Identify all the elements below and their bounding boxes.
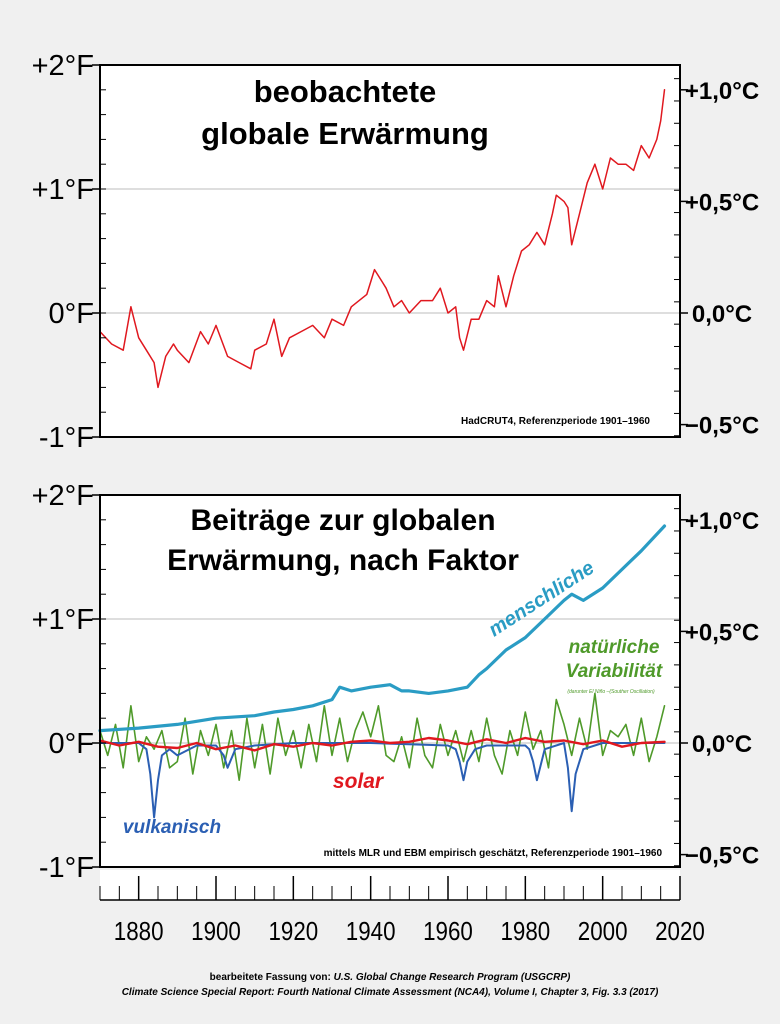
contributions-title-line2: Erwärmung, nach Faktor: [167, 544, 519, 577]
contributions-right-tick-label: +0,5°C: [685, 619, 759, 646]
credit-prefix: bearbeitete Fassung von:: [209, 972, 334, 983]
contributions-left-axis-labels: +2°F +1°F 0°F -1°F: [32, 480, 94, 884]
contributions-left-tick-label: +1°F: [32, 604, 94, 636]
contributions-left-tick-label: 0°F: [49, 728, 94, 760]
credit-line-1: bearbeitete Fassung von: U.S. Global Cha…: [0, 972, 780, 983]
observed-left-tick-label: -1°F: [39, 422, 94, 454]
natural-label-note: (darunter El Niño –(Souther Oscillation): [567, 689, 655, 695]
contributions-right-tick-label: −0,5°C: [685, 843, 759, 870]
observed-series-layer: [99, 89, 666, 389]
year-label: 2000: [578, 917, 628, 946]
credit-report: Climate Science Special Report: Fourth N…: [121, 987, 659, 998]
contributions-right-tick-label: +1,0°C: [685, 508, 759, 535]
observed-title-line2: globale Erwärmung: [201, 116, 489, 151]
contributions-right-tick-label: 0,0°C: [692, 731, 752, 758]
natural-label-line1: natürliche: [569, 637, 660, 658]
volcanic-series-line: [99, 742, 666, 819]
contributions-panel-background: [100, 495, 680, 867]
contributions-panel: Beiträge zur globalen Erwärmung, nach Fa…: [32, 480, 760, 884]
contributions-right-axis-labels: +1,0°C +0,5°C 0,0°C −0,5°C: [685, 508, 759, 870]
observed-title-line1: beobachtete: [254, 74, 437, 109]
year-label: 1980: [500, 917, 550, 946]
credit-source: U.S. Global Change Research Program (USG…: [333, 972, 571, 983]
solar-label: solar: [333, 770, 385, 793]
contributions-source-note: mittels MLR und EBM empirisch geschätzt,…: [324, 848, 663, 859]
solar-series-line: [98, 736, 666, 752]
observed-warming-panel: beobachtete globale Erwärmung HadCRUT4, …: [32, 50, 760, 454]
observed-left-axis-labels: +2°F +1°F 0°F -1°F: [32, 50, 94, 454]
year-label: 2020: [655, 917, 705, 946]
observed-right-tick-label: +1,0°C: [685, 78, 759, 105]
year-label: 1960: [423, 917, 473, 946]
contributions-series-layer: [98, 524, 667, 819]
observed-right-tick-label: 0,0°C: [692, 301, 752, 328]
year-label: 1940: [346, 917, 396, 946]
observed-minor-ticks: [92, 64, 688, 438]
year-label: 1920: [268, 917, 318, 946]
year-label: 1880: [114, 917, 164, 946]
contributions-title-line1: Beiträge zur globalen: [190, 504, 495, 537]
observed-right-tick-label: +0,5°C: [685, 189, 759, 216]
observed-series-line: [99, 89, 666, 389]
observed-panel-background: [100, 65, 680, 437]
observed-panel-frame: [99, 64, 681, 438]
year-labels: 1880 1900 1920 1940 1960 1980 2000 2020: [114, 917, 705, 946]
credit-line-2: Climate Science Special Report: Fourth N…: [0, 987, 780, 998]
year-ticks: [99, 876, 681, 900]
contributions-panel-frame: [99, 494, 681, 868]
contributions-minor-ticks: [92, 494, 688, 868]
volcanic-label: vulkanisch: [123, 817, 221, 838]
observed-left-tick-label: 0°F: [49, 298, 94, 330]
observed-source-note: HadCRUT4, Referenzperiode 1901–1960: [461, 416, 650, 427]
observed-right-tick-label: −0,5°C: [685, 413, 759, 440]
observed-gridlines: [100, 188, 680, 314]
contributions-left-tick-label: -1°F: [39, 852, 94, 884]
contributions-left-tick-label: +2°F: [32, 480, 94, 512]
human-series-line: [98, 524, 667, 733]
year-label: 1900: [191, 917, 241, 946]
year-axis: 1880 1900 1920 1940 1960 1980 2000 2020: [99, 870, 705, 946]
natural-series-line: [99, 692, 666, 782]
observed-right-axis-labels: +1,0°C +0,5°C 0,0°C −0,5°C: [685, 78, 759, 440]
observed-left-tick-label: +1°F: [32, 174, 94, 206]
natural-label-line2: Variabilität: [566, 661, 663, 682]
observed-left-tick-label: +2°F: [32, 50, 94, 82]
